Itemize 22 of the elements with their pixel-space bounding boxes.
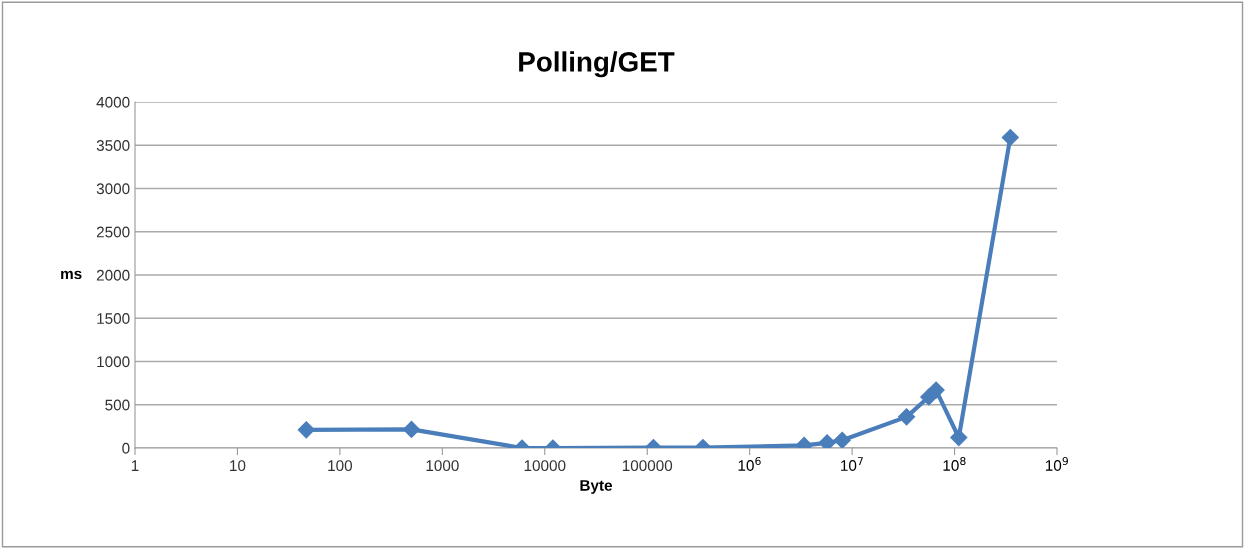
y-tick-label: 2500 — [96, 226, 130, 238]
x-tick-label: 10 — [230, 460, 246, 472]
y-tick-label: 3000 — [96, 183, 130, 195]
y-tick-label: 1000 — [97, 356, 130, 368]
y-tick-label: 2000 — [96, 269, 130, 281]
x-tick-label: 10000 — [524, 460, 566, 472]
y-tick-label: 500 — [105, 399, 130, 411]
x-tick-label: 10$^{6}$ — [738, 456, 761, 471]
x-tick-label: 1000 — [426, 460, 459, 472]
x-tick-label: 100 — [328, 460, 353, 472]
x-tick-label: 10$^{7}$ — [841, 457, 863, 471]
x-tick-label: 10$^{9}$ — [1045, 456, 1068, 471]
y-tick-label: 0 — [122, 442, 130, 454]
y-tick-label: 1500 — [97, 313, 130, 324]
x-tick-label: 10$^{8}$ — [943, 456, 966, 471]
y-axis-title: ms — [61, 270, 82, 280]
y-tick-label: 4000 — [96, 96, 130, 108]
y-tick-label: 3500 — [96, 140, 130, 151]
chart-title: Polling/GET — [519, 51, 675, 78]
x-tick-label: 100000 — [622, 460, 673, 472]
x-axis-title: Byte — [580, 480, 613, 494]
x-tick-label: 1 — [131, 460, 139, 471]
